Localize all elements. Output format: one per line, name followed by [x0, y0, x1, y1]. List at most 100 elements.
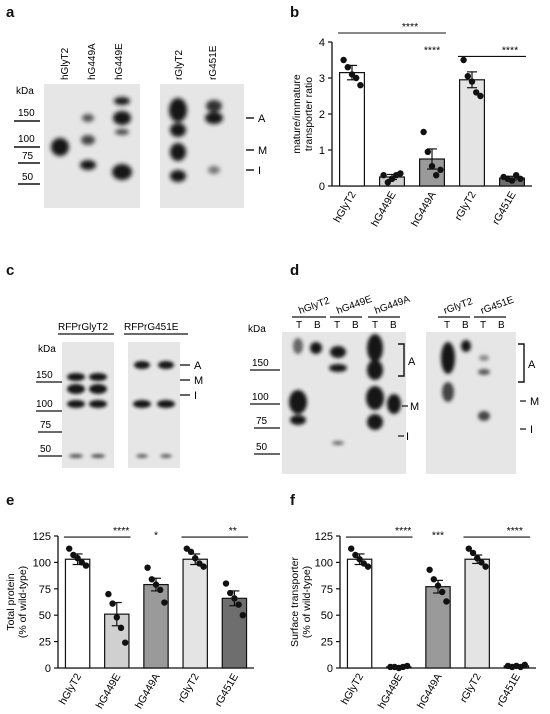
x-tick-label: hG449E [94, 672, 124, 711]
data-point [477, 92, 484, 100]
chart-f: 0 25 50 75 100 125 Surface transporter (% of wi… [289, 525, 536, 711]
data-point [482, 563, 489, 570]
group-label: rG451E [479, 295, 515, 317]
lane-letter: T [296, 320, 302, 331]
marker-label: 75 [256, 416, 268, 427]
significance-label: **** [402, 21, 418, 33]
data-point [113, 614, 121, 621]
data-point [404, 662, 411, 670]
panel-c-blot: RFPrGlyT2 RFPrG451E kDa 150 100 75 50 A … [36, 322, 203, 468]
y-tick-label: 75 [321, 584, 333, 596]
group-label: rGlyT2 [442, 296, 474, 317]
data-point [428, 163, 436, 170]
data-point [74, 554, 81, 562]
chart-b: 0 1 2 3 4 mature/immature transporter ratio hGl… [291, 21, 532, 229]
lane-letter: B [352, 320, 359, 331]
band-label: A [528, 359, 536, 371]
data-point [148, 576, 155, 583]
y-tick-label: 100 [33, 557, 51, 569]
lane-letter: T [480, 320, 486, 331]
y-axis-label: (% of wild-type) [17, 566, 29, 638]
data-point [352, 551, 359, 559]
y-tick-label: 50 [39, 610, 51, 622]
panel-letter-e: e [6, 492, 15, 509]
marker-label: 50 [22, 172, 34, 183]
significance-label: ** [229, 525, 237, 537]
data-point [478, 559, 485, 566]
x-tick-label: rGlyT2 [458, 671, 484, 704]
data-point [187, 548, 195, 556]
data-point [152, 581, 160, 588]
data-point [473, 89, 480, 96]
data-point [397, 170, 404, 177]
group-label: hGlyT2 [297, 295, 331, 317]
data-point [105, 590, 112, 598]
bar [182, 558, 208, 669]
y-axis-label: mature/immature [291, 74, 303, 154]
significance-label: **** [424, 44, 440, 56]
data-point [474, 554, 481, 562]
band-label: M [194, 375, 203, 387]
chart-e: 0 25 50 75 100 125 Total protein (% of wild-typ… [5, 525, 254, 711]
lane-label: hGlyT2 [60, 47, 71, 80]
panel-d-blot: hGlyT2 hG449E hG449A rGlyT2 rG451E T B T… [248, 294, 539, 474]
x-tick-label: rG451E [490, 190, 518, 227]
lane-label: hG449A [87, 43, 98, 80]
data-point [82, 562, 90, 569]
data-point [513, 172, 520, 179]
x-tick-label: hG449A [409, 190, 439, 229]
marker-label: 150 [252, 358, 269, 369]
panel-a-blot: hGlyT2 hG449A hG449E rGlyT2 rG451E kDa 1… [14, 43, 267, 208]
data-point [157, 586, 164, 594]
lane-letter: B [498, 320, 505, 331]
data-point [434, 582, 442, 589]
significance-label: *** [432, 529, 444, 541]
data-point [469, 549, 477, 557]
panel-letter-f: f [290, 492, 295, 509]
data-point [235, 601, 242, 608]
bar [221, 597, 248, 669]
y-tick-label: 50 [321, 610, 333, 622]
marker-label: 50 [256, 442, 268, 453]
data-point [508, 177, 516, 184]
data-point [420, 128, 427, 136]
band-label: M [258, 145, 267, 157]
lane-label: hG449E [114, 43, 125, 80]
x-tick-label: hG449E [376, 672, 406, 711]
y-tick-label: 75 [39, 584, 51, 596]
data-point [231, 595, 238, 602]
y-tick-label: 4 [319, 37, 325, 49]
marker-label: 75 [22, 151, 34, 162]
marker-label: 150 [18, 108, 35, 119]
significance-label: * [154, 529, 158, 541]
blot-image-right [426, 332, 516, 474]
y-axis-label: Surface transporter [289, 557, 301, 647]
data-point [443, 598, 450, 605]
x-tick-label: rG451E [495, 672, 523, 709]
data-point [161, 599, 168, 606]
y-tick-label: 25 [39, 637, 51, 649]
data-point [424, 148, 431, 155]
panel-letter-c: c [6, 262, 15, 279]
data-point [384, 179, 391, 186]
x-tick-label: rGlyT2 [452, 189, 478, 222]
panel-letter-d: d [290, 262, 300, 279]
data-point [380, 172, 387, 179]
data-point [460, 56, 467, 64]
band-label: A [258, 113, 266, 125]
x-tick-label: hG449A [133, 672, 163, 711]
band-label: A [408, 356, 416, 368]
marker-label: 150 [36, 370, 53, 381]
group-label: hG449A [373, 294, 412, 317]
lane-letter: B [314, 320, 321, 331]
bar [143, 583, 169, 669]
x-tick-label: hGlyT2 [331, 189, 358, 224]
kda-label: kDa [38, 344, 56, 355]
significance-label: **** [502, 44, 518, 56]
data-point [239, 612, 246, 619]
significance-label: **** [395, 525, 411, 537]
band-label: A [194, 360, 202, 372]
lane-letter: T [444, 320, 450, 331]
x-tick-label: hGlyT2 [57, 671, 84, 706]
x-tick-label: rG451E [213, 672, 241, 709]
